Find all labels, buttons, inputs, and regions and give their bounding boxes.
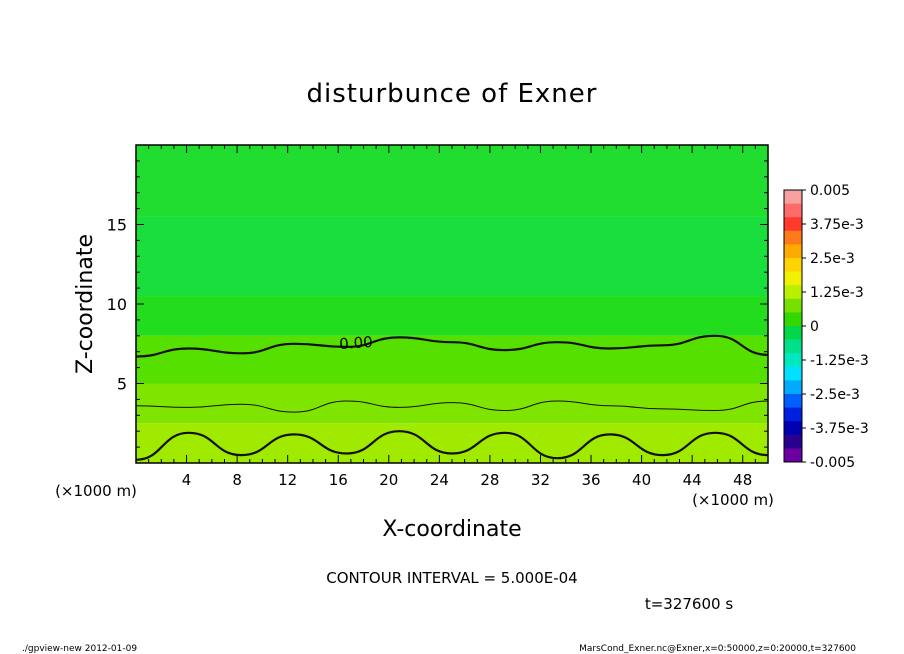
plot-field (136, 145, 768, 463)
contour-interval-text: CONTOUR INTERVAL = 5.000E-04 (326, 569, 577, 587)
field-band-1 (136, 383, 768, 424)
y-tick-label: 10 (107, 295, 127, 314)
colorbar-label: 3.75e-3 (810, 217, 864, 233)
colorbar-swatch (784, 230, 802, 245)
colorbar-label: 2.5e-3 (810, 251, 855, 267)
y-axis-ticks: 5 10 15 (107, 160, 768, 448)
contour-line-1 (135, 400, 769, 413)
colorbar-swatch (784, 407, 802, 422)
colorbar-swatch (784, 434, 802, 449)
x-tick-label: 32 (531, 471, 550, 489)
colorbar-label: -2.5e-3 (810, 387, 860, 403)
colorbar-swatch (784, 312, 802, 327)
x-tick-label: 40 (632, 471, 651, 489)
colorbar-label: -3.75e-3 (810, 421, 869, 437)
x-unit-left: (×1000 m) (55, 482, 137, 500)
x-tick-label: 20 (379, 471, 398, 489)
colorbar-swatch (784, 421, 802, 436)
field-band-4 (136, 216, 768, 297)
colorbar-swatch (784, 271, 802, 286)
y-tick-label: 15 (107, 216, 127, 235)
x-tick-label: 24 (430, 471, 449, 489)
y-axis-label: Z-coordinate (73, 234, 98, 374)
contour-lines (135, 334, 769, 461)
x-axis-label: X-coordinate (382, 517, 521, 542)
x-tick-label: 8 (232, 471, 242, 489)
contour-line-2 (135, 430, 769, 461)
colorbar-swatch (784, 353, 802, 368)
field-band-3 (136, 296, 768, 336)
colorbar: 0.005 3.75e-3 2.5e-3 1.25e-3 0 -1.25e-3 -2.5e-… (783, 183, 869, 471)
x-tick-label: 44 (683, 471, 702, 489)
y-tick-label: 5 (117, 375, 127, 394)
colorbar-swatch (784, 339, 802, 354)
time-text: t=327600 s (645, 595, 733, 613)
colorbar-label: -0.005 (810, 455, 855, 471)
x-tick-label: 28 (480, 471, 499, 489)
contour-value-label: 0.00 (339, 333, 374, 353)
colorbar-swatch (784, 217, 802, 232)
colorbar-swatch (784, 380, 802, 395)
footer-right: MarsCond_Exner.nc@Exner,x=0:50000,z=0:20… (579, 644, 856, 654)
x-tick-label: 48 (733, 471, 752, 489)
x-axis-ticks: 4 8 12 16 20 24 28 32 36 40 44 48 (148, 145, 756, 489)
x-tick-label: 16 (329, 471, 348, 489)
x-tick-label: 36 (581, 471, 600, 489)
colorbar-label: -1.25e-3 (810, 353, 869, 369)
colorbar-swatch (784, 258, 802, 273)
colorbar-swatch (784, 190, 802, 205)
colorbar-swatch (784, 298, 802, 313)
chart-title: disturbunce of Exner (307, 79, 598, 109)
contour-line-0 (135, 334, 769, 358)
colorbar-label: 0 (810, 319, 819, 335)
footer-left: ./gpview-new 2012-01-09 (22, 644, 137, 654)
colorbar-swatch (784, 203, 802, 218)
colorbar-swatch (784, 285, 802, 300)
colorbar-swatch (784, 244, 802, 259)
x-tick-label: 4 (182, 471, 192, 489)
colorbar-swatch (784, 448, 802, 463)
field-band-0 (136, 423, 768, 463)
colorbar-swatch (784, 394, 802, 409)
colorbar-label: 1.25e-3 (810, 285, 864, 301)
field-band-5 (136, 145, 768, 217)
field-band-2 (136, 335, 768, 384)
x-unit-right: (×1000 m) (692, 491, 774, 509)
colorbar-swatch (784, 326, 802, 341)
x-tick-label: 12 (278, 471, 297, 489)
colorbar-label: 0.005 (810, 183, 850, 199)
colorbar-swatch (784, 366, 802, 381)
